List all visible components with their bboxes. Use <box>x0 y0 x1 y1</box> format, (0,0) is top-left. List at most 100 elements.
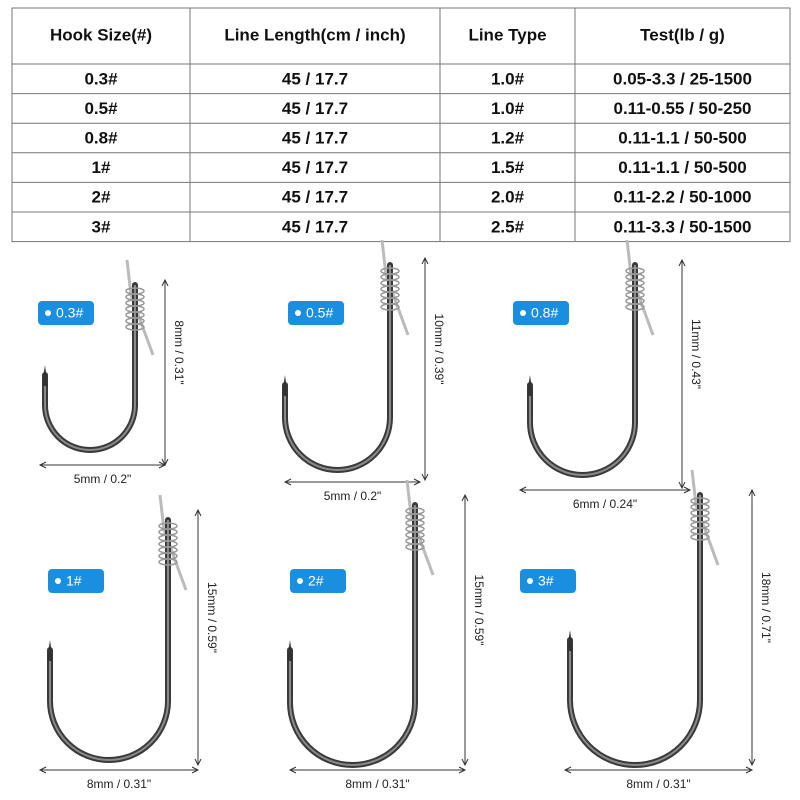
table-cell: 0.8# <box>84 128 118 147</box>
table-header: Test(lb / g) <box>640 25 725 44</box>
hook-body <box>47 517 171 763</box>
hook-shine <box>284 265 391 471</box>
height-label: 8mm / 0.31" <box>172 320 186 384</box>
table-header: Line Type <box>468 25 546 44</box>
width-label: 8mm / 0.31" <box>345 777 409 791</box>
width-label: 5mm / 0.2" <box>74 472 132 486</box>
table-cell: 45 / 17.7 <box>282 69 348 88</box>
hook-item: 0.5# 10mm / 0.39" 5mm / 0.2" <box>282 239 446 503</box>
fishing-line <box>125 259 155 356</box>
table-cell: 0.11-2.2 / 50-1000 <box>613 188 751 207</box>
height-label: 10mm / 0.39" <box>432 314 446 385</box>
hook-point <box>47 640 53 662</box>
thread-wrap <box>125 323 145 331</box>
size-label: 0.8# <box>531 305 558 321</box>
hook-item: 2# 15mm / 0.59" 8mm / 0.31" <box>287 479 486 791</box>
thread-wrap <box>158 558 178 566</box>
arrow <box>678 258 686 490</box>
size-badge <box>288 301 344 325</box>
badge-dot <box>297 578 303 584</box>
thread-wrap <box>690 533 710 541</box>
hook-item: 0.8# 11mm / 0.43" 6mm / 0.24" <box>513 239 703 511</box>
table-cell: 0.3# <box>84 69 118 88</box>
table-cell: 1.5# <box>491 158 525 177</box>
hook-shine <box>49 520 169 761</box>
badge-dot <box>527 578 533 584</box>
width-label: 8mm / 0.31" <box>87 777 151 791</box>
size-label: 3# <box>538 573 554 589</box>
size-badge <box>38 301 94 325</box>
hook-shine <box>529 265 636 476</box>
fishing-line <box>380 239 410 336</box>
table-header: Hook Size(#) <box>50 25 152 44</box>
table-cell: 2# <box>92 188 111 207</box>
size-label: 0.5# <box>306 305 333 321</box>
table-cell: 45 / 17.7 <box>282 99 348 118</box>
table-cell: 45 / 17.7 <box>282 158 348 177</box>
arrow <box>288 766 467 774</box>
table-cell: 1# <box>92 158 111 177</box>
arrow <box>421 256 429 482</box>
width-label: 5mm / 0.2" <box>324 489 382 503</box>
hook-item: 3# 18mm / 0.71" 8mm / 0.31" <box>520 469 773 791</box>
size-badge <box>513 301 569 325</box>
fishing-line <box>158 494 188 591</box>
table-cell: 0.11-0.55 / 50-250 <box>613 99 751 118</box>
fishing-line <box>405 479 435 576</box>
arrow <box>748 488 756 767</box>
hook-body <box>527 262 638 478</box>
table-cell: 1.0# <box>491 99 525 118</box>
size-label: 1# <box>66 573 82 589</box>
badge-dot <box>45 310 51 316</box>
thread-wrap <box>625 303 645 311</box>
badge-dot <box>520 310 526 316</box>
table-cell: 2.0# <box>491 188 525 207</box>
fishing-line <box>625 239 655 336</box>
thread-wrap <box>405 543 425 551</box>
width-label: 8mm / 0.31" <box>626 777 690 791</box>
table-cell: 1.2# <box>491 128 525 147</box>
height-label: 11mm / 0.43" <box>689 319 703 389</box>
table-border <box>11 7 791 243</box>
fishing-line <box>690 469 720 566</box>
size-label: 2# <box>308 573 324 589</box>
height-label: 15mm / 0.59" <box>205 582 219 653</box>
table-cell: 3# <box>92 217 111 236</box>
table-cell: 2.5# <box>491 217 525 236</box>
height-label: 18mm / 0.71" <box>759 572 773 643</box>
table-cell: 0.5# <box>84 99 118 118</box>
size-badge <box>520 569 576 593</box>
hook-shine <box>44 285 136 451</box>
hook-point <box>527 375 533 397</box>
table-cell: 45 / 17.7 <box>282 128 348 147</box>
hook-point <box>282 375 288 397</box>
hook-point <box>287 640 293 662</box>
spec-table: Hook Size(#) Line Length(cm / inch) Line T… <box>11 7 791 243</box>
hook-point <box>567 630 573 652</box>
size-badge <box>48 569 104 593</box>
arrow <box>194 508 202 767</box>
arrow <box>283 478 422 486</box>
hook-shine <box>569 495 701 766</box>
width-label: 6mm / 0.24" <box>573 497 637 511</box>
height-label: 15mm / 0.59" <box>472 575 486 646</box>
hook-body <box>287 502 418 768</box>
table-cell: 45 / 17.7 <box>282 188 348 207</box>
thread-wrap <box>380 303 400 311</box>
hook-point <box>42 365 48 387</box>
arrow <box>563 766 754 774</box>
table-cell: 0.11-1.1 / 50-500 <box>618 158 747 177</box>
table-cell: 0.05-3.3 / 25-1500 <box>613 69 752 88</box>
size-label: 0.3# <box>56 305 83 321</box>
size-badge <box>290 569 346 593</box>
badge-dot <box>295 310 301 316</box>
hook-item: 1# 15mm / 0.59" 8mm / 0.31" <box>38 494 219 791</box>
arrow <box>461 493 469 767</box>
hook-body <box>567 492 703 768</box>
table-cell: 45 / 17.7 <box>282 217 348 236</box>
arrow <box>38 766 200 774</box>
arrow <box>38 461 167 469</box>
table-cell: 0.11-3.3 / 50-1500 <box>613 217 751 236</box>
hook-body <box>282 262 393 473</box>
